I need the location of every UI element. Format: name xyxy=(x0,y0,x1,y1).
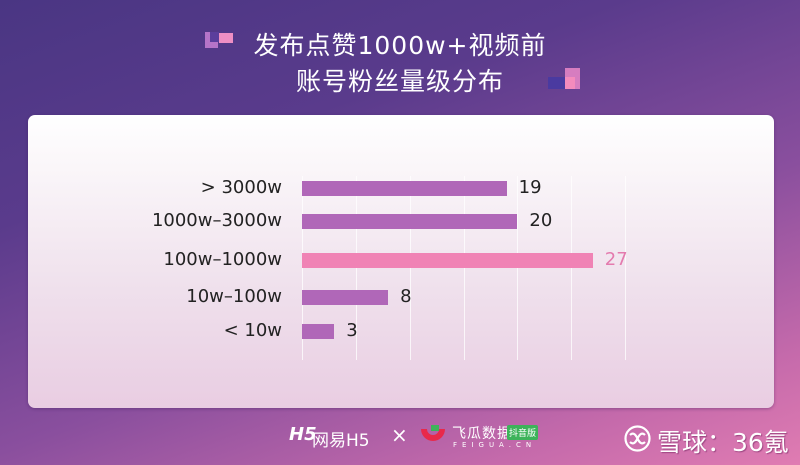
bar-row: < 10w 3 xyxy=(0,320,800,341)
page-title: 发布点赞1000w+视频前 账号粉丝量级分布 xyxy=(0,28,800,100)
value-label: 8 xyxy=(400,286,412,307)
netease-h5-logo-icon: H5 xyxy=(289,424,317,445)
feigua-badge: 抖音版 xyxy=(507,425,539,440)
bar xyxy=(302,181,507,196)
bar-row: 100w–1000w 27 xyxy=(0,249,800,270)
feigua-domain: FEIGUA.CN xyxy=(453,441,537,449)
watermark-text: 雪球：36氪 xyxy=(657,428,789,457)
bar-row: > 3000w 19 xyxy=(0,177,800,198)
category-label: 100w–1000w xyxy=(163,249,282,270)
bar xyxy=(302,214,518,229)
title-line-2: 账号粉丝量级分布 xyxy=(295,67,504,96)
gridline xyxy=(463,176,465,360)
gridline xyxy=(355,176,357,360)
feigua-logo-icon xyxy=(421,425,445,441)
decorative-squares-left xyxy=(205,32,235,50)
category-label: 1000w–3000w xyxy=(151,210,282,231)
bar-row: 10w–100w 8 xyxy=(0,286,800,307)
category-label: > 3000w xyxy=(200,177,282,198)
bar-row: 1000w–3000w 20 xyxy=(0,210,800,231)
decorative-squares-right xyxy=(548,68,582,92)
title-line-1: 发布点赞1000w+视频前 xyxy=(253,31,547,60)
bar xyxy=(302,324,335,339)
category-label: 10w–100w xyxy=(186,286,282,307)
gridline xyxy=(409,176,411,360)
value-label: 20 xyxy=(529,210,553,231)
gridline xyxy=(302,176,303,360)
value-label: 19 xyxy=(518,177,542,198)
gridline xyxy=(517,176,519,360)
netease-h5-name: 网易H5 xyxy=(312,431,370,451)
bar xyxy=(302,290,389,305)
feigua-name: 飞瓜数据 xyxy=(452,426,512,442)
category-label: < 10w xyxy=(223,320,282,341)
value-label: 27 xyxy=(604,249,628,270)
separator-x: × xyxy=(391,423,408,447)
xueqiu-logo-icon xyxy=(624,425,651,452)
gridline xyxy=(625,176,627,360)
value-label: 3 xyxy=(346,320,358,341)
gridline xyxy=(571,176,573,360)
bar xyxy=(302,253,593,268)
